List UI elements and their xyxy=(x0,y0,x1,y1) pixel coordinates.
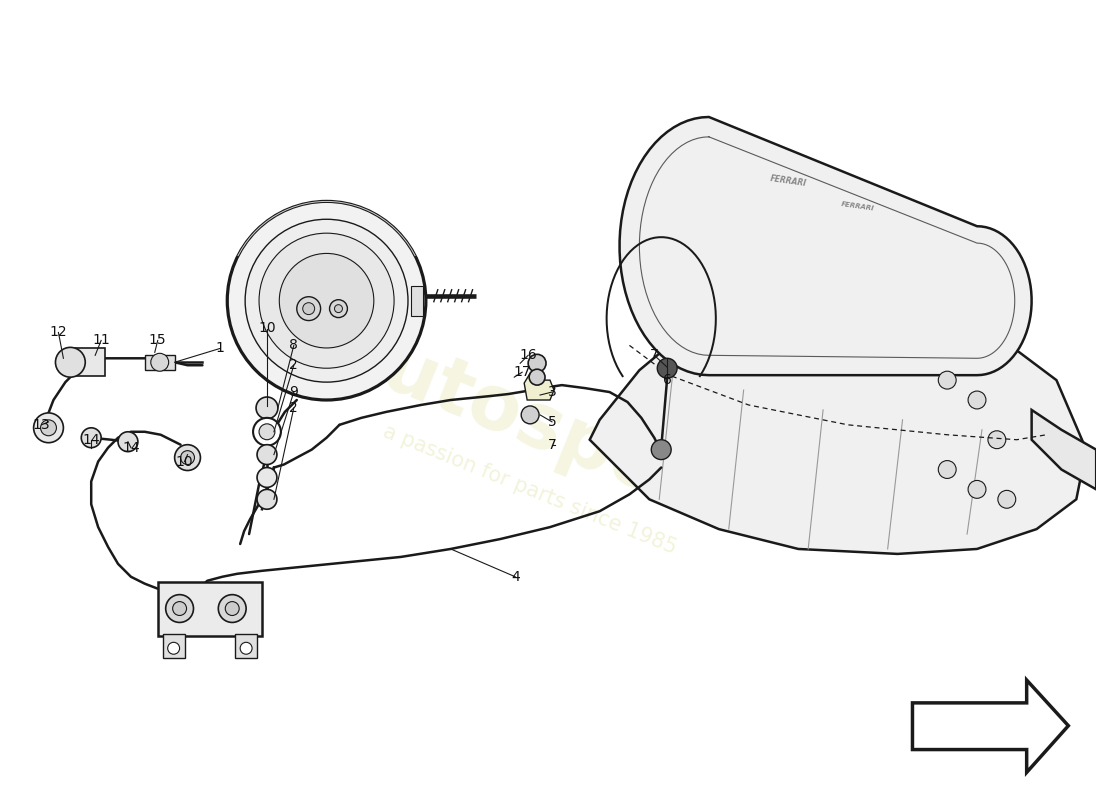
Bar xyxy=(411,286,422,315)
Circle shape xyxy=(173,602,187,615)
Text: 12: 12 xyxy=(50,326,67,339)
Circle shape xyxy=(175,445,200,470)
Text: 2: 2 xyxy=(289,401,298,415)
Text: 2: 2 xyxy=(289,358,298,372)
Circle shape xyxy=(218,594,246,622)
Bar xyxy=(157,582,262,636)
Circle shape xyxy=(151,354,168,371)
Polygon shape xyxy=(619,117,1032,375)
Text: 8: 8 xyxy=(289,338,298,352)
Circle shape xyxy=(528,354,546,372)
Text: 13: 13 xyxy=(33,418,51,432)
Text: 16: 16 xyxy=(519,348,537,362)
Bar xyxy=(70,348,106,376)
Text: 14: 14 xyxy=(122,441,140,454)
Circle shape xyxy=(529,370,544,385)
Circle shape xyxy=(330,300,348,318)
Bar xyxy=(235,634,257,658)
Circle shape xyxy=(55,347,86,377)
Text: 17: 17 xyxy=(514,365,531,379)
Circle shape xyxy=(988,430,1005,449)
Circle shape xyxy=(81,428,101,448)
Circle shape xyxy=(651,440,671,459)
Polygon shape xyxy=(590,290,1086,554)
Polygon shape xyxy=(525,373,554,400)
Text: 14: 14 xyxy=(82,433,100,446)
Circle shape xyxy=(240,642,252,654)
Circle shape xyxy=(657,358,678,378)
Text: 4: 4 xyxy=(510,570,519,584)
Circle shape xyxy=(226,602,239,615)
Text: 10: 10 xyxy=(176,454,194,469)
Circle shape xyxy=(166,594,194,622)
Circle shape xyxy=(257,467,277,487)
Circle shape xyxy=(180,450,195,465)
Circle shape xyxy=(245,219,408,382)
Circle shape xyxy=(968,391,986,409)
Circle shape xyxy=(253,418,280,446)
Polygon shape xyxy=(1032,410,1097,490)
Text: 7: 7 xyxy=(548,438,557,452)
Text: 1: 1 xyxy=(216,342,224,355)
Text: 10: 10 xyxy=(258,322,276,335)
Text: 15: 15 xyxy=(148,334,166,347)
Text: 5: 5 xyxy=(548,415,557,429)
Text: FERRARI: FERRARI xyxy=(840,201,874,212)
Circle shape xyxy=(998,490,1015,508)
Text: FERRARI: FERRARI xyxy=(769,174,807,189)
Text: 9: 9 xyxy=(289,385,298,399)
Circle shape xyxy=(258,233,394,368)
Text: 7: 7 xyxy=(650,348,659,362)
Circle shape xyxy=(938,371,956,389)
Text: 3: 3 xyxy=(548,385,557,399)
Circle shape xyxy=(968,481,986,498)
Circle shape xyxy=(334,305,342,313)
Text: autospes: autospes xyxy=(324,312,716,528)
Text: 11: 11 xyxy=(92,334,110,347)
Circle shape xyxy=(302,302,315,314)
Bar xyxy=(145,355,175,370)
Text: 6: 6 xyxy=(662,373,672,387)
Circle shape xyxy=(521,406,539,424)
Circle shape xyxy=(256,397,278,419)
Circle shape xyxy=(297,297,320,321)
Polygon shape xyxy=(913,680,1068,772)
Circle shape xyxy=(41,420,56,436)
Text: a passion for parts since 1985: a passion for parts since 1985 xyxy=(381,421,680,558)
Circle shape xyxy=(938,461,956,478)
Circle shape xyxy=(167,642,179,654)
Circle shape xyxy=(258,424,275,440)
Circle shape xyxy=(118,432,138,452)
Circle shape xyxy=(228,202,426,400)
Circle shape xyxy=(257,490,277,510)
Circle shape xyxy=(34,413,64,442)
Bar xyxy=(163,634,185,658)
Circle shape xyxy=(257,445,277,465)
Circle shape xyxy=(279,254,374,348)
